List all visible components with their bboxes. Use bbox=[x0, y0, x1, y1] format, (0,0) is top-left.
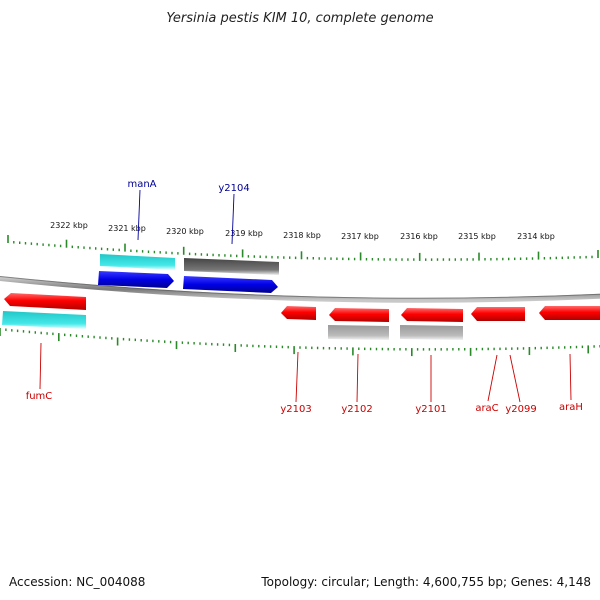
gene-fumC-arrow[interactable] bbox=[4, 293, 86, 310]
cds-feature-y2101[interactable] bbox=[400, 325, 463, 340]
leader-line-y2103 bbox=[295, 351, 299, 403]
gene-label-y2104[interactable]: y2104 bbox=[218, 183, 249, 194]
kbp-label: 2320 kbp bbox=[166, 227, 204, 236]
gene-label-y2103[interactable]: y2103 bbox=[280, 404, 311, 415]
gene-y2103-arrow[interactable] bbox=[281, 306, 316, 320]
gene-label-araH[interactable]: araH bbox=[559, 402, 583, 413]
cds-feature-manA[interactable] bbox=[100, 254, 175, 270]
inner-tick-ring bbox=[0, 328, 600, 357]
accession-text: Accession: NC_004088 bbox=[9, 575, 145, 589]
gene-label-araC[interactable]: araC bbox=[475, 403, 498, 414]
genome-backbone-edge bbox=[0, 276, 600, 299]
gene-label-y2102[interactable]: y2102 bbox=[341, 404, 372, 415]
kbp-label: 2319 kbp bbox=[225, 229, 263, 238]
leader-line-y2102 bbox=[356, 353, 359, 403]
gene-label-y2101[interactable]: y2101 bbox=[415, 404, 446, 415]
gene-araH-arrow[interactable] bbox=[539, 306, 600, 320]
cds-feature-y2102[interactable] bbox=[328, 325, 389, 340]
leader-line-araH bbox=[569, 353, 572, 401]
leader-line-y2099 bbox=[509, 354, 521, 403]
leader-line-y2104 bbox=[231, 193, 235, 245]
kbp-label: 2317 kbp bbox=[341, 232, 379, 241]
outer-tick-ring bbox=[7, 235, 599, 261]
leader-line-fumC bbox=[39, 342, 42, 390]
gene-araC-arrow[interactable] bbox=[471, 307, 525, 321]
gene-label-fumC[interactable]: fumC bbox=[26, 391, 53, 402]
cds-feature-fumC[interactable] bbox=[2, 311, 86, 329]
gene-y2104-arrow[interactable] bbox=[183, 276, 278, 293]
kbp-label: 2321 kbp bbox=[108, 224, 146, 233]
gene-y2101-arrow[interactable] bbox=[401, 308, 463, 322]
genome-summary-text: Topology: circular; Length: 4,600,755 bp… bbox=[260, 575, 591, 589]
gene-label-y2099[interactable]: y2099 bbox=[505, 404, 536, 415]
genome-backbone bbox=[0, 275, 600, 303]
kbp-label: 2314 kbp bbox=[517, 232, 555, 241]
kbp-label: 2315 kbp bbox=[458, 232, 496, 241]
kbp-label: 2322 kbp bbox=[50, 221, 88, 230]
gene-y2102-arrow[interactable] bbox=[329, 308, 389, 322]
cds-feature-y2104[interactable] bbox=[184, 258, 279, 275]
leader-line-manA bbox=[137, 189, 141, 241]
gene-manA-arrow[interactable] bbox=[98, 271, 174, 288]
kbp-label: 2318 kbp bbox=[283, 231, 321, 240]
leader-line-araC bbox=[487, 354, 498, 402]
gene-label-manA[interactable]: manA bbox=[127, 179, 156, 190]
genome-title: Yersinia pestis KIM 10, complete genome bbox=[166, 11, 433, 26]
kbp-label: 2316 kbp bbox=[400, 232, 438, 241]
